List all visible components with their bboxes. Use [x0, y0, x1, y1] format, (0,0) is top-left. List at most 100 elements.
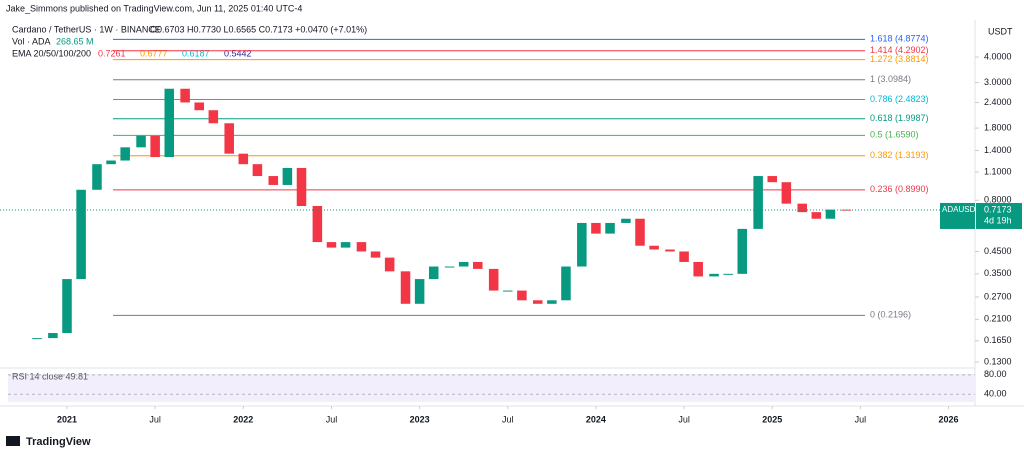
x-tick-label: 2026	[939, 414, 959, 424]
candle	[428, 266, 439, 280]
fib-label: 0.236 (0.8990)	[870, 184, 929, 194]
y-tick-label: 4.0000	[984, 51, 1012, 61]
ohlc: O0.6703 H0.7730 L0.6565 C0.7173 +0.0470 …	[150, 24, 367, 34]
candle	[503, 290, 513, 292]
candle	[414, 279, 425, 304]
vol-label: Vol · ADA	[12, 36, 51, 46]
y-tick-label: 0.3500	[984, 268, 1012, 278]
price-tag	[940, 202, 975, 229]
x-tick-label: 2022	[233, 414, 253, 424]
footer-logo: TradingView	[26, 436, 91, 448]
candle	[32, 338, 42, 340]
candle	[825, 209, 836, 219]
candle	[635, 218, 645, 246]
candle	[797, 203, 807, 213]
rsi-band	[8, 374, 975, 402]
rsi-tick-label: 40.00	[984, 389, 1007, 399]
candle	[591, 222, 601, 234]
candle	[224, 123, 234, 154]
candle	[649, 245, 659, 250]
price-tag-value-bg	[976, 202, 1022, 229]
fib-label: 0.786 (2.4823)	[870, 94, 929, 104]
candle	[384, 257, 395, 272]
candle	[252, 164, 263, 177]
fib-label: 0.382 (1.3193)	[870, 150, 929, 160]
rsi-tick-label: 80.00	[984, 369, 1007, 379]
y-tick-label: 0.1300	[984, 356, 1012, 366]
x-tick-label: Jul	[149, 414, 161, 424]
candle	[62, 279, 72, 334]
candle	[709, 273, 719, 277]
candle	[106, 160, 116, 165]
x-tick-label: 2023	[410, 414, 430, 424]
x-tick-label: Jul	[326, 414, 338, 424]
candle	[180, 88, 190, 103]
x-tick-label: Jul	[855, 414, 867, 424]
candle	[194, 102, 204, 111]
candle	[282, 167, 293, 185]
x-tick-label: 2021	[57, 414, 77, 424]
ema-value: 0.6777	[140, 48, 168, 58]
fib-label: 0.618 (1.9987)	[870, 113, 929, 123]
candle	[400, 271, 411, 304]
candle	[473, 261, 483, 269]
candle	[737, 228, 748, 274]
candle	[679, 251, 689, 262]
currency: USDT	[988, 26, 1013, 36]
price-tag-symbol: ADAUSDT	[942, 205, 980, 214]
candle	[444, 266, 455, 268]
y-tick-label: 1.8000	[984, 122, 1012, 132]
fib-label: 1.618 (4.8774)	[870, 34, 929, 44]
candle	[268, 176, 279, 185]
candle	[370, 251, 381, 258]
candle	[811, 212, 822, 219]
price-tag-countdown: 4d 19h	[984, 215, 1012, 225]
ema-value: 0.6187	[182, 48, 210, 58]
vol-value: 268.65 M	[56, 36, 94, 46]
ema-value: 0.5442	[224, 48, 252, 58]
price-tag-value: 0.7173	[984, 204, 1012, 214]
candle	[76, 189, 86, 280]
y-tick-label: 0.1650	[984, 335, 1012, 345]
candle	[605, 222, 615, 234]
x-tick-label: Jul	[678, 414, 690, 424]
candle	[208, 110, 219, 124]
candle	[532, 300, 543, 304]
y-tick-label: 3.0000	[984, 77, 1012, 87]
x-tick-label: 2024	[586, 414, 606, 424]
fib-label: 1.272 (3.8814)	[870, 54, 929, 64]
candle	[312, 206, 323, 243]
y-tick-label: 0.8000	[984, 195, 1012, 205]
x-tick-label: 2025	[762, 414, 782, 424]
rsi-label: RSI 14 close 49.81	[12, 371, 88, 381]
candle	[488, 268, 499, 291]
candle	[120, 147, 130, 161]
candle	[150, 135, 160, 158]
fib-label: 1 (3.0984)	[870, 74, 911, 84]
symbol-line: Cardano / TetherUS · 1W · BINANCE	[12, 24, 161, 34]
candle	[547, 300, 557, 304]
y-tick-label: 0.2700	[984, 291, 1012, 301]
candle	[561, 266, 571, 301]
logo-mark	[6, 436, 20, 446]
y-tick-label: 1.1000	[984, 166, 1012, 176]
candle	[356, 242, 367, 252]
candle	[665, 249, 675, 252]
fib-label: 1.414 (4.2902)	[870, 45, 929, 55]
candle	[693, 261, 703, 277]
candle	[340, 242, 351, 248]
candle	[781, 182, 792, 204]
candle	[164, 88, 175, 158]
x-tick-label: Jul	[502, 414, 514, 424]
candle	[621, 218, 631, 223]
published-line: Jake_Simmons published on TradingView.co…	[6, 3, 302, 13]
ema-label: EMA 20/50/100/200	[12, 48, 91, 58]
candle	[767, 176, 778, 183]
candle	[458, 261, 469, 267]
candle	[48, 333, 58, 339]
ema-value: 0.7261	[98, 48, 126, 58]
candle	[326, 242, 337, 248]
candle	[296, 167, 307, 207]
candle	[136, 135, 146, 148]
